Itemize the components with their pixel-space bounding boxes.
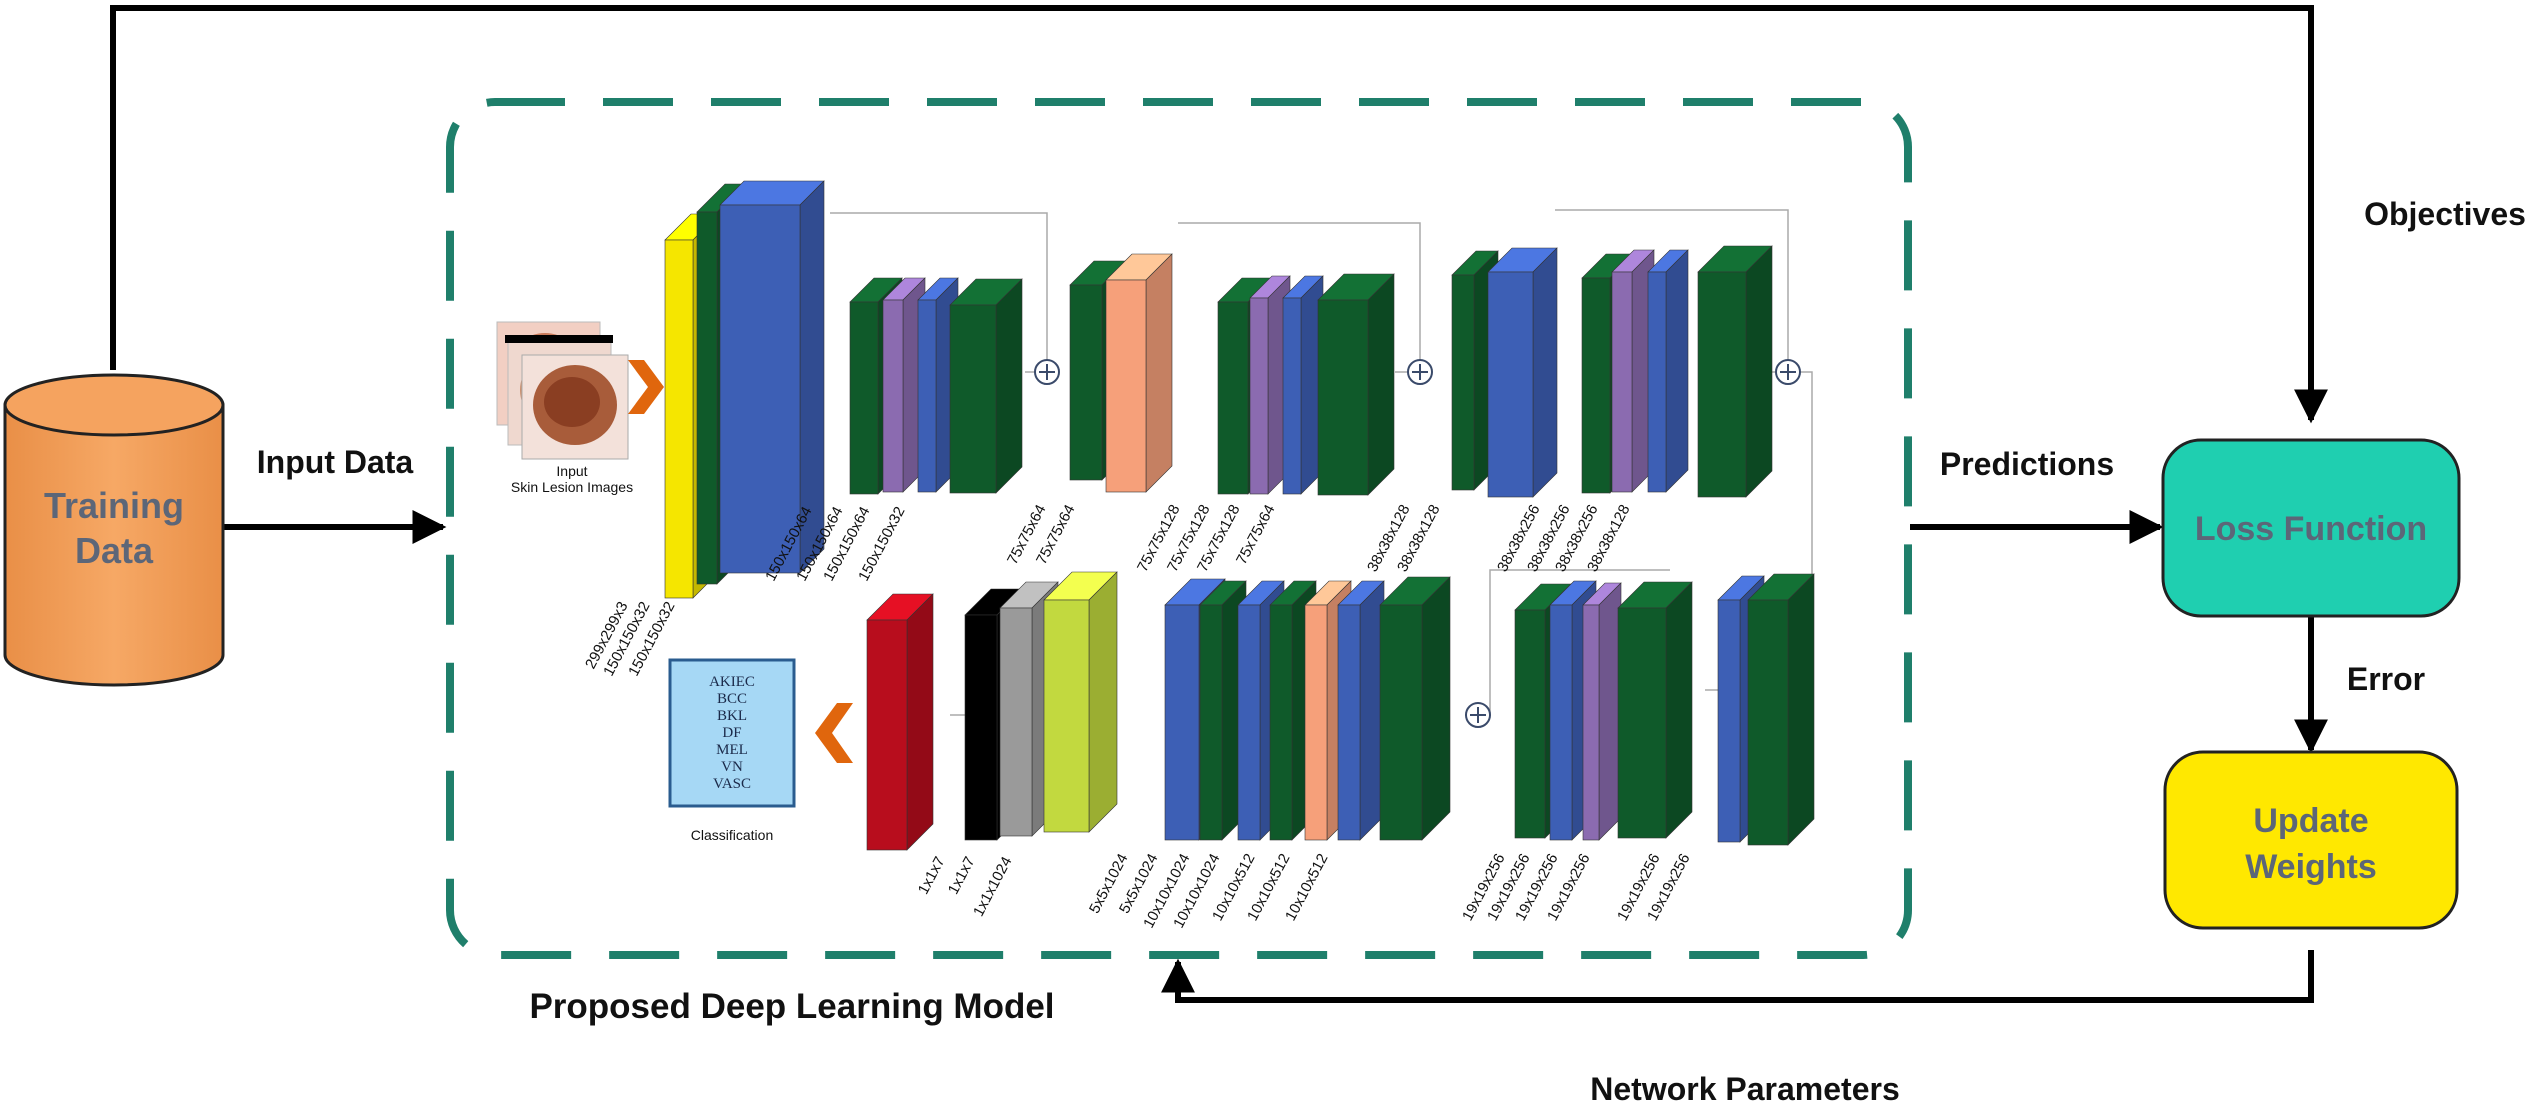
- layer-slab-11: [1282, 275, 1324, 495]
- layer-slab-18: [1697, 245, 1773, 498]
- cnn-architecture: 299x299x3150x150x32150x150x32150x150x641…: [582, 180, 1815, 931]
- error-label: Error: [2347, 661, 2425, 697]
- layer-slab-31: [1379, 576, 1451, 841]
- input-images-label-line2: Skin Lesion Images: [511, 479, 633, 495]
- training-data-cylinder: Training Data: [3, 373, 225, 687]
- input-chevron-icon: [628, 360, 664, 414]
- class-label-mel: MEL: [716, 742, 748, 758]
- class-label-df: DF: [722, 725, 741, 741]
- layer-slab-16: [1611, 249, 1655, 493]
- input-images-label-line1: Input: [556, 463, 587, 479]
- class-label-vasc: VASC: [713, 776, 751, 792]
- layer-slab-20: [1747, 573, 1815, 846]
- training-data-label-line1: Training: [44, 485, 184, 526]
- loss-function-box: Loss Function: [2161, 438, 2461, 618]
- class-label-bcc: BCC: [717, 691, 747, 707]
- update-weights-label-line1: Update: [2253, 802, 2368, 840]
- layer-slab-14: [1487, 247, 1558, 498]
- layer-slab-6: [949, 278, 1023, 494]
- model-dashed-frame: [446, 98, 1912, 959]
- add-node-icon: [1465, 702, 1491, 728]
- add-node-icon: [1775, 359, 1801, 385]
- add-node-icon: [1034, 359, 1060, 385]
- layer-slab-12: [1317, 273, 1395, 496]
- layer-slab-30: [1337, 580, 1385, 841]
- predictions-label: Predictions: [1940, 446, 2114, 482]
- layer-slab-35: [866, 593, 934, 851]
- add-node-icon: [1407, 359, 1433, 385]
- layer-slab-17: [1647, 249, 1689, 493]
- class-label-vn: VN: [721, 759, 743, 775]
- layer-slab-24: [1617, 581, 1693, 839]
- input-skin-lesion-images: Input Skin Lesion Images: [496, 321, 633, 495]
- update-weights-box: Update Weights: [2163, 750, 2459, 930]
- classification-label: Classification: [691, 827, 773, 843]
- input-data-label: Input Data: [257, 444, 414, 480]
- output-chevron-icon: [815, 703, 853, 763]
- layer-slab-23: [1582, 582, 1622, 841]
- layer-slab-34: [1043, 571, 1118, 833]
- layer-dim-label-32: 1x1x7: [915, 854, 949, 897]
- training-data-label-line2: Data: [75, 530, 154, 571]
- layer-slab-2: [719, 180, 825, 574]
- model-caption: Proposed Deep Learning Model: [529, 987, 1054, 1026]
- objectives-label: Objectives: [2364, 196, 2526, 232]
- class-label-bkl: BKL: [717, 708, 747, 724]
- network-parameters-loop: [1161, 950, 2314, 1003]
- class-label-akiec: AKIEC: [709, 674, 755, 690]
- layer-slab-8: [1105, 253, 1173, 493]
- loss-function-label: Loss Function: [2195, 510, 2427, 548]
- layer-dim-label-33: 1x1x7: [945, 854, 979, 897]
- objectives-loop: [110, 5, 2328, 424]
- update-weights-label-line2: Weights: [2245, 848, 2377, 886]
- network-parameters-label: Network Parameters: [1590, 1071, 1899, 1107]
